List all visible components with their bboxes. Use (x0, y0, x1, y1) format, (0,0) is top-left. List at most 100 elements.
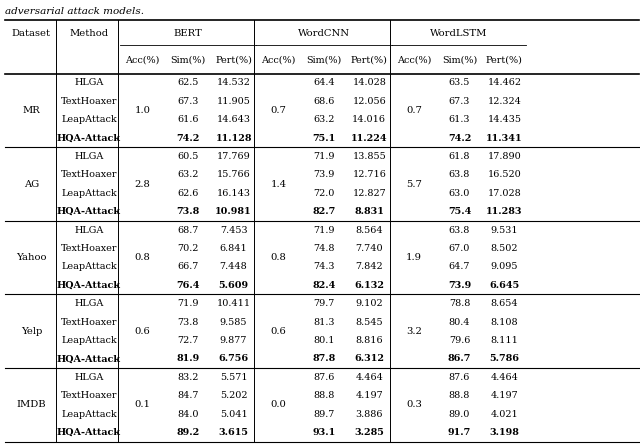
Text: 1.0: 1.0 (135, 106, 151, 115)
Text: 80.1: 80.1 (313, 336, 335, 345)
Text: 75.4: 75.4 (448, 207, 471, 216)
Text: 8.831: 8.831 (355, 207, 384, 216)
Text: 13.855: 13.855 (353, 152, 386, 161)
Text: HLGA: HLGA (74, 152, 104, 161)
Text: 6.645: 6.645 (489, 281, 520, 290)
Text: 5.571: 5.571 (220, 373, 248, 382)
Text: 73.8: 73.8 (177, 317, 199, 327)
Text: 71.9: 71.9 (313, 226, 335, 235)
Text: 87.8: 87.8 (312, 354, 335, 363)
Text: 82.7: 82.7 (312, 207, 335, 216)
Text: LeapAttack: LeapAttack (61, 336, 117, 345)
Text: TextHoaxer: TextHoaxer (61, 317, 117, 327)
Text: 70.2: 70.2 (177, 244, 199, 253)
Text: 4.464: 4.464 (490, 373, 518, 382)
Text: 7.740: 7.740 (355, 244, 383, 253)
Text: 4.464: 4.464 (355, 373, 383, 382)
Text: 61.6: 61.6 (177, 115, 199, 124)
Text: HQA-Attack: HQA-Attack (57, 134, 121, 143)
Text: 68.6: 68.6 (313, 97, 335, 106)
Text: 1.4: 1.4 (270, 180, 287, 189)
Text: HQA-Attack: HQA-Attack (57, 207, 121, 216)
Text: 10.981: 10.981 (215, 207, 252, 216)
Text: 73.9: 73.9 (313, 170, 335, 179)
Text: Acc(%): Acc(%) (125, 56, 160, 65)
Text: 14.462: 14.462 (487, 79, 522, 88)
Text: Sim(%): Sim(%) (442, 56, 477, 65)
Text: LeapAttack: LeapAttack (61, 115, 117, 124)
Text: 63.5: 63.5 (449, 79, 470, 88)
Text: 79.6: 79.6 (449, 336, 470, 345)
Text: 80.4: 80.4 (449, 317, 470, 327)
Text: Dataset: Dataset (12, 29, 51, 38)
Text: 9.585: 9.585 (220, 317, 247, 327)
Text: 89.7: 89.7 (313, 409, 335, 418)
Text: 0.7: 0.7 (406, 106, 422, 115)
Text: 61.8: 61.8 (449, 152, 470, 161)
Text: 17.890: 17.890 (488, 152, 521, 161)
Text: 9.531: 9.531 (490, 226, 518, 235)
Text: 75.1: 75.1 (312, 134, 335, 143)
Text: 91.7: 91.7 (448, 428, 471, 437)
Text: 12.056: 12.056 (353, 97, 386, 106)
Text: Yelp: Yelp (20, 327, 42, 336)
Text: HLGA: HLGA (74, 373, 104, 382)
Text: 8.545: 8.545 (355, 317, 383, 327)
Text: 67.3: 67.3 (177, 97, 199, 106)
Text: 11.283: 11.283 (486, 207, 523, 216)
Text: 66.7: 66.7 (177, 262, 199, 271)
Text: 67.3: 67.3 (449, 97, 470, 106)
Text: 6.132: 6.132 (355, 281, 384, 290)
Text: 87.6: 87.6 (449, 373, 470, 382)
Text: 63.0: 63.0 (449, 189, 470, 198)
Text: 0.7: 0.7 (271, 106, 286, 115)
Text: 4.197: 4.197 (355, 391, 383, 400)
Text: 12.324: 12.324 (488, 97, 521, 106)
Text: IMDB: IMDB (17, 401, 46, 409)
Text: 72.7: 72.7 (177, 336, 199, 345)
Text: 0.3: 0.3 (406, 401, 422, 409)
Text: 8.111: 8.111 (490, 336, 518, 345)
Text: 60.5: 60.5 (177, 152, 199, 161)
Text: 8.564: 8.564 (355, 226, 383, 235)
Text: Pert(%): Pert(%) (351, 56, 388, 65)
Text: 0.8: 0.8 (271, 253, 286, 262)
Text: 71.9: 71.9 (313, 152, 335, 161)
Text: HLGA: HLGA (74, 299, 104, 308)
Text: 0.6: 0.6 (135, 327, 150, 336)
Text: 16.520: 16.520 (488, 170, 521, 179)
Text: 81.3: 81.3 (313, 317, 335, 327)
Text: 11.128: 11.128 (215, 134, 252, 143)
Text: Method: Method (69, 29, 109, 38)
Text: 7.453: 7.453 (220, 226, 248, 235)
Text: HQA-Attack: HQA-Attack (57, 428, 121, 437)
Text: 11.905: 11.905 (217, 97, 250, 106)
Text: 67.0: 67.0 (449, 244, 470, 253)
Text: 86.7: 86.7 (448, 354, 471, 363)
Text: 1.9: 1.9 (406, 253, 422, 262)
Text: 9.095: 9.095 (491, 262, 518, 271)
Text: 78.8: 78.8 (449, 299, 470, 308)
Text: 15.766: 15.766 (217, 170, 250, 179)
Text: 74.3: 74.3 (313, 262, 335, 271)
Text: 11.341: 11.341 (486, 134, 523, 143)
Text: 0.6: 0.6 (271, 327, 286, 336)
Text: 3.615: 3.615 (219, 428, 248, 437)
Text: 89.2: 89.2 (177, 428, 200, 437)
Text: 63.2: 63.2 (313, 115, 335, 124)
Text: 14.435: 14.435 (487, 115, 522, 124)
Text: 63.8: 63.8 (449, 170, 470, 179)
Text: 73.8: 73.8 (177, 207, 200, 216)
Text: WordCNN: WordCNN (298, 29, 350, 38)
Text: HLGA: HLGA (74, 79, 104, 88)
Text: 62.5: 62.5 (177, 79, 199, 88)
Text: 84.0: 84.0 (177, 409, 199, 418)
Text: 63.2: 63.2 (177, 170, 199, 179)
Text: HLGA: HLGA (74, 226, 104, 235)
Text: 6.841: 6.841 (220, 244, 248, 253)
Text: 8.654: 8.654 (490, 299, 518, 308)
Text: 9.102: 9.102 (355, 299, 383, 308)
Text: 3.886: 3.886 (356, 409, 383, 418)
Text: 3.198: 3.198 (490, 428, 519, 437)
Text: 7.448: 7.448 (220, 262, 248, 271)
